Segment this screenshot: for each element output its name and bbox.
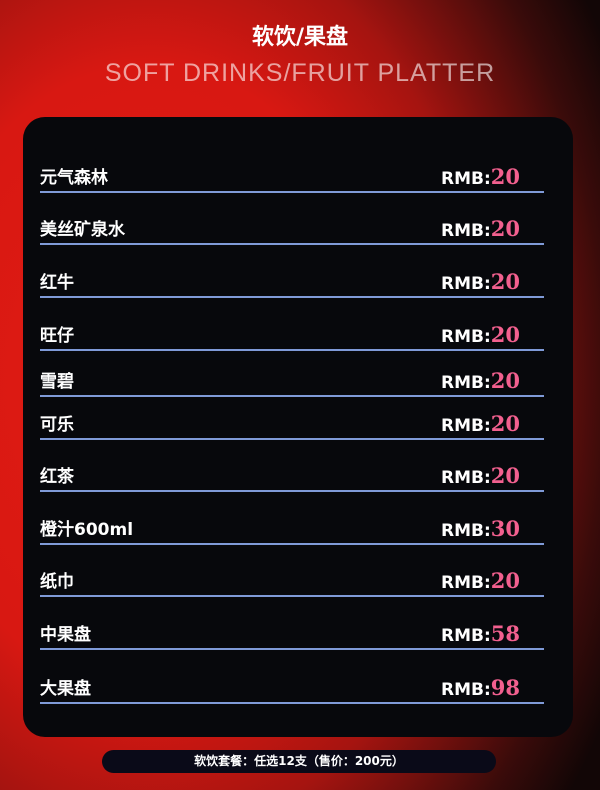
item-name: 中果盘 [40, 625, 91, 645]
item-name: 橙汁600ml [40, 520, 134, 540]
menu-item: 雪碧 RMB:20 [40, 367, 544, 397]
currency-prefix: RMB: [441, 373, 491, 393]
menu-item: 红茶 RMB:20 [40, 462, 544, 492]
item-name: 可乐 [40, 415, 74, 435]
menu-item: 元气森林 RMB:20 [40, 163, 544, 193]
page-title: 软饮/果盘 [251, 25, 349, 50]
price-value: 20 [490, 269, 520, 294]
item-name: 红茶 [40, 467, 74, 487]
price-value: 20 [490, 322, 520, 347]
currency-prefix: RMB: [441, 521, 491, 541]
page-subtitle: SOFT DRINKS/FRUIT PLATTER [104, 59, 496, 87]
item-price: RMB:20 [441, 216, 520, 241]
menu-item: 大果盘 RMB:98 [40, 674, 544, 704]
item-price: RMB:20 [441, 368, 520, 393]
item-name: 雪碧 [40, 372, 74, 392]
currency-prefix: RMB: [441, 327, 491, 347]
item-name: 红牛 [40, 273, 74, 293]
item-name: 美丝矿泉水 [40, 220, 125, 240]
package-banner: 软饮套餐：任选12支（售价：200元） [102, 750, 496, 773]
price-value: 58 [490, 621, 520, 646]
menu-item: 旺仔 RMB:20 [40, 321, 544, 351]
item-price: RMB:20 [441, 568, 520, 593]
currency-prefix: RMB: [441, 221, 491, 241]
item-price: RMB:98 [441, 675, 520, 700]
menu-item: 中果盘 RMB:58 [40, 620, 544, 650]
price-value: 98 [490, 675, 520, 700]
currency-prefix: RMB: [441, 468, 491, 488]
menu-item: 可乐 RMB:20 [40, 410, 544, 440]
currency-prefix: RMB: [441, 169, 491, 189]
item-name: 旺仔 [40, 326, 74, 346]
item-price: RMB:20 [441, 164, 520, 189]
item-price: RMB:20 [441, 269, 520, 294]
menu-item: 美丝矿泉水 RMB:20 [40, 215, 544, 245]
currency-prefix: RMB: [441, 573, 491, 593]
price-value: 20 [490, 164, 520, 189]
item-price: RMB:30 [441, 516, 520, 541]
item-price: RMB:58 [441, 621, 520, 646]
item-name: 大果盘 [40, 679, 91, 699]
item-name: 纸巾 [40, 572, 74, 592]
menu-item: 橙汁600ml RMB:30 [40, 515, 544, 545]
price-value: 20 [490, 568, 520, 593]
price-value: 20 [490, 411, 520, 436]
price-value: 20 [490, 216, 520, 241]
item-price: RMB:20 [441, 322, 520, 347]
currency-prefix: RMB: [441, 274, 491, 294]
currency-prefix: RMB: [441, 416, 491, 436]
menu-item: 纸巾 RMB:20 [40, 567, 544, 597]
item-name: 元气森林 [40, 168, 108, 188]
price-value: 20 [490, 368, 520, 393]
currency-prefix: RMB: [441, 626, 491, 646]
price-value: 30 [490, 516, 520, 541]
menu-card: 元气森林 RMB:20 美丝矿泉水 RMB:20 红牛 RMB:20 旺仔 RMB:20 雪碧 R… [23, 117, 573, 737]
menu-item: 红牛 RMB:20 [40, 268, 544, 298]
item-price: RMB:20 [441, 463, 520, 488]
currency-prefix: RMB: [441, 680, 491, 700]
price-value: 20 [490, 463, 520, 488]
item-price: RMB:20 [441, 411, 520, 436]
